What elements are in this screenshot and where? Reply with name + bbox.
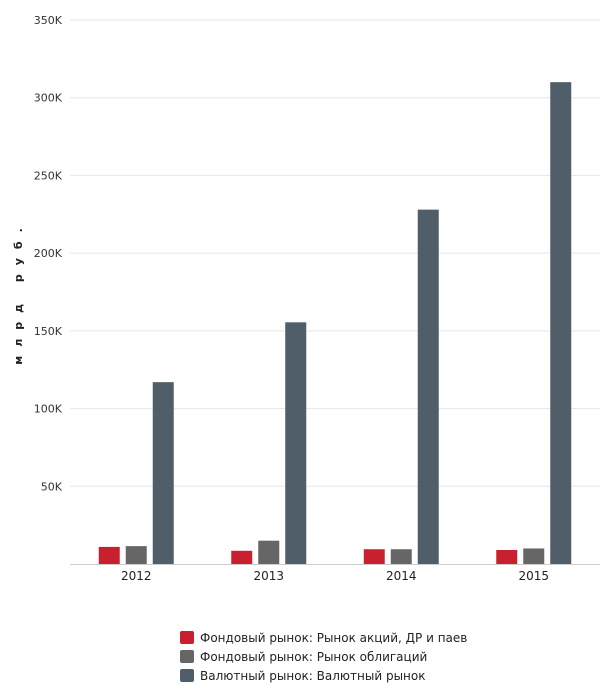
x-tick-label: 2012 (121, 569, 152, 583)
legend-item[interactable]: Валютный рынок: Валютный рынок (180, 666, 467, 685)
grid-lines (70, 20, 600, 486)
bar-2013-series-1[interactable] (231, 551, 252, 564)
x-tick-label: 2014 (386, 569, 417, 583)
bar-2014-series-1[interactable] (364, 549, 385, 564)
bar-2013-series-2[interactable] (258, 541, 279, 564)
bar-2013-series-3[interactable] (285, 322, 306, 564)
legend-swatch (180, 650, 194, 663)
x-tick-label: 2013 (253, 569, 284, 583)
legend-swatch (180, 631, 194, 644)
bar-2012-series-3[interactable] (153, 382, 174, 564)
y-axis-title: млрд руб. (12, 219, 25, 365)
y-tick-label: 250K (34, 169, 63, 182)
y-tick-label: 100K (34, 403, 63, 416)
x-tick-label: 2015 (518, 569, 549, 583)
legend-label: Валютный рынок: Валютный рынок (200, 669, 425, 683)
y-tick-label: 350K (34, 14, 63, 27)
legend-item[interactable]: Фондовый рынок: Рынок облигаций (180, 647, 467, 666)
y-tick-label: 200K (34, 247, 63, 260)
bar-2014-series-2[interactable] (391, 549, 412, 564)
bar-2014-series-3[interactable] (418, 210, 439, 564)
bar-2012-series-2[interactable] (126, 546, 147, 564)
bar-2015-series-1[interactable] (496, 550, 517, 564)
legend-label: Фондовый рынок: Рынок облигаций (200, 650, 427, 664)
bar-2015-series-3[interactable] (550, 82, 571, 564)
legend: Фондовый рынок: Рынок акций, ДР и паев Фо… (180, 628, 467, 685)
y-axis-ticks: 50K 100K 150K 200K 250K 300K 350K (34, 14, 63, 493)
legend-swatch (180, 669, 194, 682)
bars (99, 82, 572, 564)
y-tick-label: 300K (34, 92, 63, 105)
legend-item[interactable]: Фондовый рынок: Рынок акций, ДР и паев (180, 628, 467, 647)
bar-2012-series-1[interactable] (99, 547, 120, 564)
x-axis-ticks: 2012 2013 2014 2015 (121, 569, 549, 583)
y-tick-label: 50K (41, 480, 63, 493)
bar-2015-series-2[interactable] (523, 548, 544, 564)
legend-label: Фондовый рынок: Рынок акций, ДР и паев (200, 631, 467, 645)
y-tick-label: 150K (34, 325, 63, 338)
